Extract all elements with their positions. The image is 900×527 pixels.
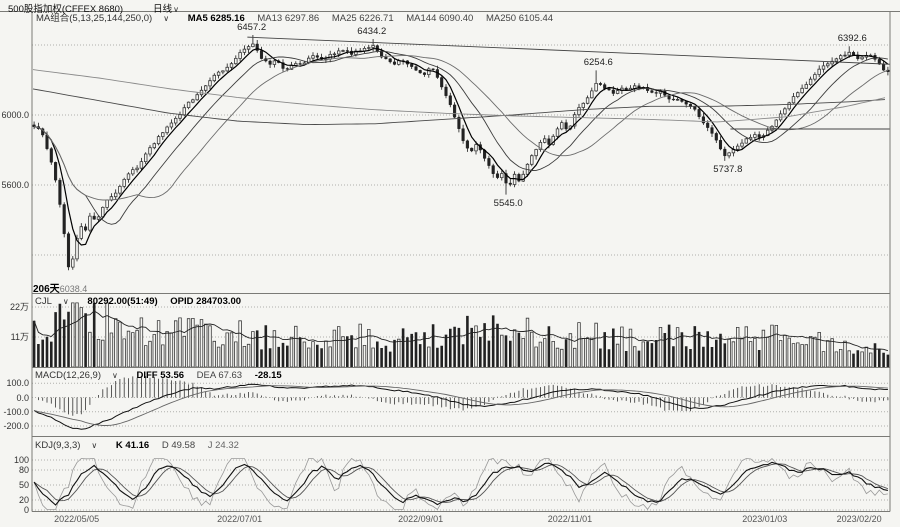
- range-days-note: 206天6038.4: [33, 280, 87, 295]
- y-axis-label: 80: [18, 465, 29, 475]
- macd-value: -28.15: [254, 370, 282, 381]
- x-axis-date-label: 2022/09/01: [398, 514, 444, 524]
- instrument-title[interactable]: 500股指加权(CFFEX 8680): [8, 4, 124, 15]
- j-value: J 24.32: [207, 440, 239, 451]
- chevron-down-icon: ∨: [173, 5, 179, 14]
- chevron-down-icon: ∨: [91, 441, 98, 450]
- x-axis-date-label: 2023/01/03: [742, 514, 788, 524]
- chevron-down-icon: ∨: [163, 14, 170, 23]
- y-axis-label: 100.0: [6, 378, 29, 389]
- macd-settings-dropdown[interactable]: MACD(12,26,9) ∨: [35, 370, 128, 381]
- d-value: D 49.58: [161, 440, 196, 451]
- ma-indicator-header: MA组合(5,13,25,144,250,0) ∨ MA5 6285.16 MA1…: [36, 13, 563, 24]
- days-value: 6038.4: [59, 284, 88, 294]
- y-axis-label: 0: [23, 505, 29, 515]
- days-count: 206天: [33, 284, 60, 295]
- title-bar: 500股指加权(CFFEX 8680) 日线∨: [8, 1, 179, 15]
- y-axis-label: -200.0: [3, 421, 29, 431]
- price-annotation: 6457.2: [237, 21, 267, 33]
- diff-value: DIFF 53.56: [136, 370, 185, 381]
- chevron-down-icon: ∨: [62, 297, 69, 306]
- dea-value: DEA 67.63: [196, 370, 243, 381]
- kdj-indicator-name: KDJ(9,3,3): [35, 440, 81, 451]
- x-axis-date-label: 2022/11/01: [547, 514, 593, 524]
- ma-indicator-name: MA组合(5,13,25,144,250,0): [36, 13, 153, 24]
- kdj-settings-dropdown[interactable]: KDJ(9,3,3) ∨: [35, 440, 107, 451]
- open-interest-value: OPID 284703.00: [170, 296, 242, 307]
- ma144-value: MA144 6090.40: [406, 13, 474, 24]
- ma250-value: MA250 6105.44: [485, 13, 554, 24]
- chevron-down-icon: ∨: [112, 371, 118, 380]
- y-axis-label: 20: [18, 495, 29, 505]
- y-axis-label: 5600.0: [1, 180, 29, 190]
- ma-settings-dropdown[interactable]: MA组合(5,13,25,144,250,0) ∨: [36, 13, 179, 24]
- macd-indicator-header: MACD(12,26,9) ∨ DIFF 53.56 DEA 67.63 -28.…: [35, 370, 292, 381]
- volume-indicator-header: CJL ∨ 80292.00(51:49) OPID 284703.00: [35, 296, 251, 307]
- price-annotation: 5545.0: [493, 197, 523, 209]
- k-value: K 41.16: [115, 440, 150, 451]
- macd-indicator-name: MACD(12,26,9): [35, 370, 101, 381]
- volume-indicator-name: CJL: [35, 296, 52, 307]
- price-annotation: 6434.2: [357, 26, 387, 37]
- y-axis-label: -100.0: [3, 406, 29, 417]
- price-annotation: 5737.8: [713, 163, 743, 175]
- y-axis-label: 6000.0: [1, 110, 29, 120]
- kdj-indicator-header: KDJ(9,3,3) ∨ K 41.16 D 49.58 J 24.32: [35, 440, 249, 451]
- price-annotation: 6392.6: [837, 33, 867, 45]
- y-axis-label: 22万: [9, 302, 29, 312]
- ma13-value: MA13 6297.86: [257, 13, 320, 24]
- x-axis-date-label: 2022/07/01: [217, 514, 263, 524]
- y-axis-label: 11万: [10, 332, 29, 342]
- period-label: 日线: [153, 4, 173, 15]
- price-annotation: 6254.6: [583, 57, 613, 69]
- y-axis-label: 100: [13, 455, 29, 465]
- x-axis-date-label: 2023/02/20: [836, 514, 882, 524]
- x-axis-date-label: 2022/05/05: [54, 514, 100, 524]
- period-selector[interactable]: 日线∨: [153, 4, 179, 15]
- y-axis-label: 0.0: [16, 392, 29, 403]
- y-axis-label: 50: [18, 480, 29, 490]
- volume-value: 80292.00(51:49): [87, 296, 158, 307]
- ma5-value: MA5 6285.16: [187, 13, 245, 24]
- ma25-value: MA25 6226.71: [331, 13, 394, 24]
- volume-settings-dropdown[interactable]: CJL ∨: [35, 296, 79, 307]
